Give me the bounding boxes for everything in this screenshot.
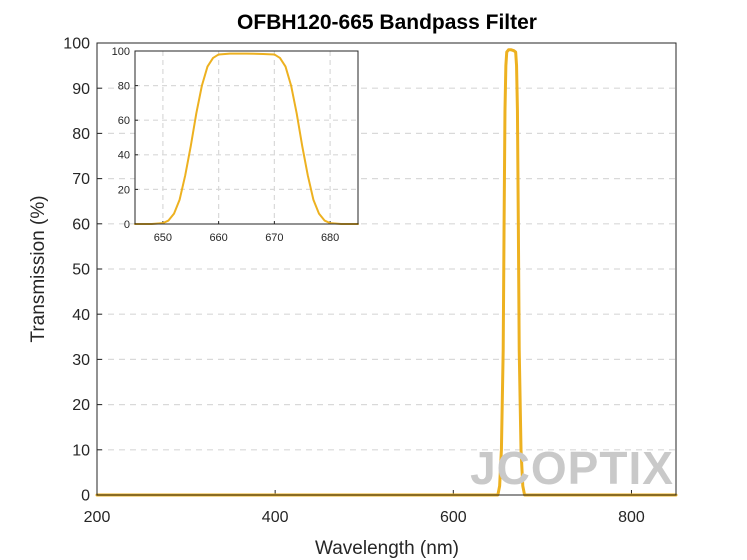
- inset-transmission-line: [134, 52, 359, 225]
- inset-y-tick-label: 40: [118, 150, 130, 162]
- main-plot: [95, 48, 678, 497]
- main-transmission-line: [95, 48, 678, 497]
- main-y-tick-label: 60: [72, 216, 90, 233]
- inset-y-tick-label: 100: [112, 46, 130, 58]
- main-y-tick-label: 30: [72, 352, 90, 369]
- inset-x-tick-label: 650: [154, 232, 172, 244]
- x-axis-label: Wavelength (nm): [315, 538, 459, 559]
- main-y-tick-label: 10: [72, 442, 90, 459]
- main-y-tick-label: 40: [72, 307, 90, 324]
- main-grid: [96, 42, 676, 496]
- inset-grid: [135, 50, 358, 225]
- inset-background: [135, 51, 358, 224]
- y-axis-label: Transmission (%): [28, 195, 49, 342]
- main-y-tick-label: 90: [72, 81, 90, 98]
- chart-title: OFBH120-665 Bandpass Filter: [237, 11, 537, 34]
- main-y-tick-label: 50: [72, 262, 90, 279]
- main-x-tick-label: 800: [618, 509, 645, 526]
- inset-x-tick-label: 670: [265, 232, 283, 244]
- main-x-tick-label: 200: [84, 509, 111, 526]
- main-y-tick-label: 20: [72, 397, 90, 414]
- main-x-tick-label: 400: [262, 509, 289, 526]
- inset-y-tick-label: 20: [118, 184, 130, 196]
- inset-y-tick-label: 60: [118, 115, 130, 127]
- main-y-tick-label: 80: [72, 126, 90, 143]
- main-y-tick-label: 100: [63, 36, 90, 53]
- inset-x-tick-label: 680: [321, 232, 339, 244]
- main-y-tick-label: 0: [81, 488, 90, 505]
- inset-y-tick-label: 0: [124, 219, 130, 231]
- inset-y-tick-label: 80: [118, 80, 130, 92]
- main-plot-frame: [96, 42, 677, 496]
- main-y-tick-label: 70: [72, 171, 90, 188]
- main-x-tick-label: 600: [440, 509, 467, 526]
- inset-frame: [134, 50, 359, 225]
- inset-plot: [134, 52, 359, 225]
- inset-x-tick-label: 660: [209, 232, 227, 244]
- jcoptix-watermark: JCOPTIX: [470, 442, 674, 494]
- inset-tick-labels: 0 20 40 60 80 100 650 660 670 680: [112, 46, 340, 244]
